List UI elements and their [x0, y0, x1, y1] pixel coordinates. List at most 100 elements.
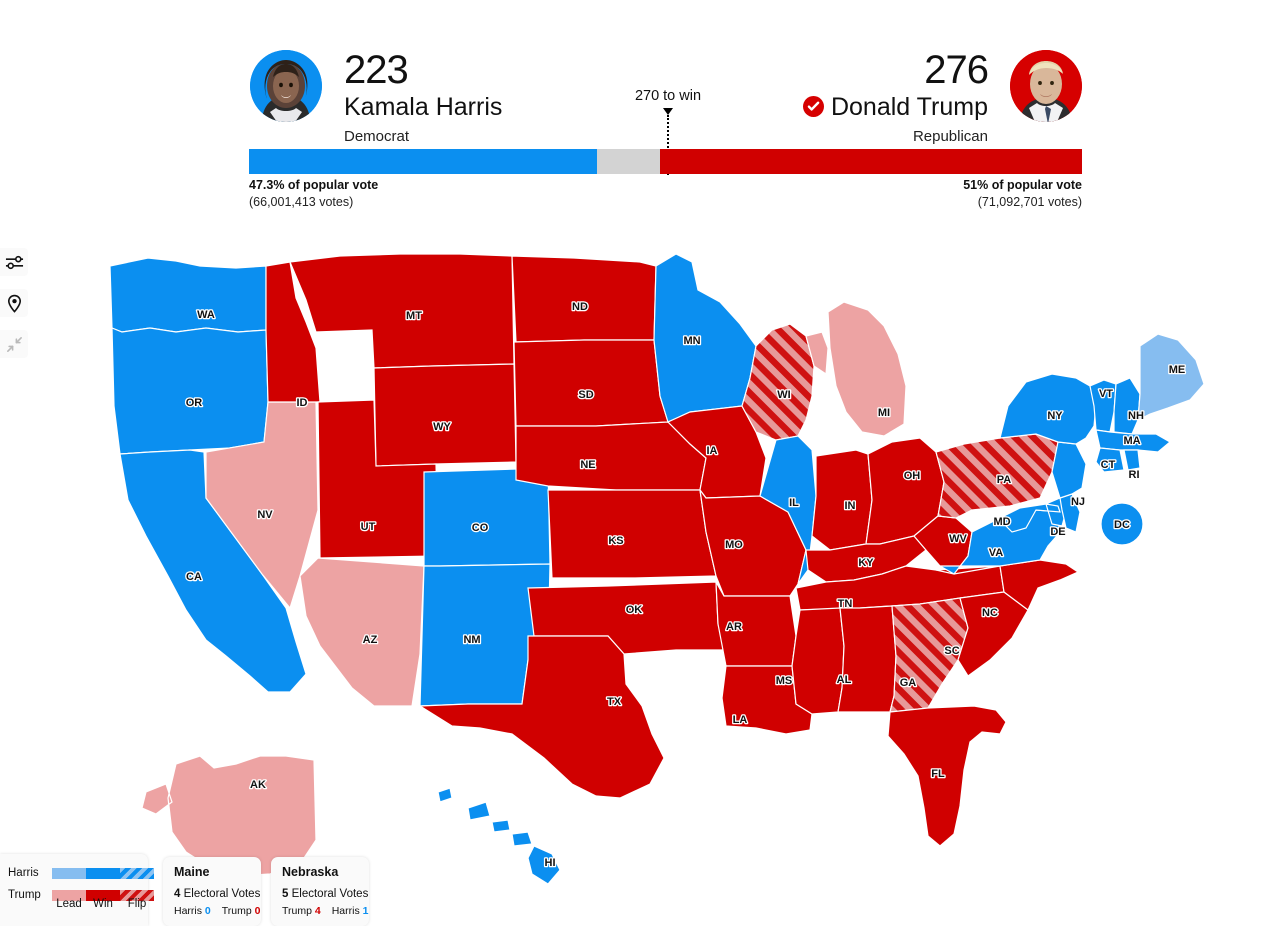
state-CT — [1095, 447, 1125, 473]
label-VA: VA — [989, 547, 1004, 559]
avatar-trump — [1010, 50, 1082, 122]
state-AK — [141, 755, 317, 877]
maine-ev-count: 4 — [174, 887, 181, 900]
label-NE: NE — [580, 459, 595, 471]
maine-split-trump-value: 0 — [254, 905, 261, 917]
label-MD: MD — [993, 516, 1010, 528]
label-NH: NH — [1128, 410, 1144, 422]
label-PA: PA — [997, 474, 1012, 486]
nebraska-ev-label: Electoral Votes — [291, 887, 369, 900]
electoral-vote-bar — [249, 149, 1082, 174]
label-SC: SC — [944, 645, 959, 657]
bar-segment-harris — [249, 149, 598, 174]
label-AK: AK — [250, 779, 266, 791]
trump-popular-pct: 51% of popular vote — [963, 178, 1082, 192]
label-NC: NC — [982, 607, 998, 619]
label-WA: WA — [197, 309, 215, 321]
trump-party: Republican — [912, 128, 988, 145]
legend-label-trump: Trump — [8, 889, 41, 901]
label-MA: MA — [1123, 435, 1140, 447]
label-OH: OH — [904, 470, 921, 482]
nebraska-split: Trump 4 Harris 1 — [282, 906, 368, 917]
state-labels-layer: WA OR CA NV ID MT WY UT CO AZ NM ND SD N… — [184, 300, 1186, 871]
states-layer — [109, 253, 1205, 885]
state-CA — [119, 449, 307, 693]
maine-electoral-votes: 4 Electoral Votes — [174, 887, 260, 901]
nebraska-split-harris-value: 1 — [362, 905, 369, 917]
label-WI: WI — [777, 389, 790, 401]
maine-ev-label: Electoral Votes — [183, 887, 261, 900]
maine-split: Harris 0 Trump 0 — [174, 906, 260, 917]
state-MN — [653, 253, 757, 423]
threshold-label: 270 to win — [634, 88, 702, 104]
candidate-harris: 223 Kamala Harris Democrat — [250, 50, 502, 144]
state-TX — [418, 635, 665, 799]
legend-row-harris: Harris — [8, 867, 154, 879]
legend-swatch-trump-win — [86, 889, 120, 901]
legend-tick-flip: Flip — [127, 898, 147, 910]
label-TN: TN — [838, 598, 853, 610]
label-GA: GA — [900, 677, 917, 689]
label-ND: ND — [572, 301, 588, 313]
trump-popular-votes: (71,092,701 votes) — [977, 194, 1082, 209]
state-GA — [889, 597, 969, 713]
label-VT: VT — [1099, 388, 1113, 400]
harris-name: Kamala Harris — [344, 93, 503, 121]
maine-split-harris: Harris 0 — [174, 906, 211, 917]
harris-popular-pct: 47.3% of popular vote — [249, 178, 379, 192]
location-pin-icon[interactable] — [0, 289, 28, 317]
label-IN: IN — [845, 500, 856, 512]
nebraska-electoral-votes: 5 Electoral Votes — [282, 888, 368, 901]
label-KS: KS — [608, 535, 623, 547]
state-IN — [811, 449, 873, 551]
label-DC: DC — [1114, 519, 1130, 531]
nebraska-split-harris: Harris 1 — [332, 906, 369, 917]
state-FL — [887, 705, 1007, 847]
nebraska-split-trump: Trump 4 — [282, 906, 321, 917]
collapse-arrows-icon[interactable] — [0, 330, 28, 358]
popular-vote-trump: 51% of popular vote (71,092,701 votes) — [963, 177, 1082, 211]
map-legend: Harris Trump Lead Win Flip — [0, 854, 154, 926]
label-CA: CA — [186, 571, 202, 583]
label-UT: UT — [361, 521, 376, 533]
label-DE: DE — [1050, 526, 1065, 538]
state-KY — [805, 535, 927, 583]
state-MI — [805, 301, 907, 437]
label-MS: MS — [776, 675, 793, 687]
state-NH — [1113, 377, 1141, 435]
election-result-header: 223 Kamala Harris Democrat 276 Donald Tr… — [0, 0, 1270, 215]
sliders-icon[interactable] — [0, 248, 28, 276]
label-FL: FL — [931, 768, 945, 780]
legend-swatch-trump-lead — [52, 889, 86, 901]
legend-swatch-harris-win — [86, 867, 120, 879]
state-WA — [109, 257, 267, 333]
trump-name: Donald Trump — [830, 93, 988, 121]
state-SD — [513, 339, 669, 427]
label-ME: ME — [1169, 364, 1186, 376]
state-ID — [265, 261, 321, 403]
threshold-triangle-icon — [663, 108, 673, 115]
label-IL: IL — [789, 497, 799, 509]
label-NJ: NJ — [1071, 496, 1085, 508]
nebraska-split-harris-name: Harris — [331, 905, 360, 917]
state-KS — [547, 489, 717, 579]
state-WY — [373, 363, 517, 467]
us-electoral-map[interactable]: WA OR CA NV ID MT WY UT CO AZ NM ND SD N… — [0, 236, 1270, 896]
label-SD: SD — [578, 389, 593, 401]
state-MS — [791, 607, 845, 715]
maine-split-harris-value: 0 — [204, 905, 211, 917]
label-CT: CT — [1101, 459, 1116, 471]
nebraska-title: Nebraska — [282, 865, 339, 879]
label-NY: NY — [1047, 410, 1063, 422]
legend-swatch-harris-lead — [52, 867, 86, 879]
legend-label-harris: Harris — [8, 867, 39, 879]
label-WY: WY — [433, 421, 451, 433]
maine-split-trump: Trump 0 — [222, 906, 261, 917]
district-card-maine[interactable]: Maine 4 Electoral Votes Harris 0 Trump 0 — [163, 857, 261, 926]
district-card-nebraska[interactable]: Nebraska 5 Electoral Votes Trump 4 Harri… — [271, 857, 369, 926]
legend-tick-win: Win — [93, 898, 113, 910]
state-RI — [1123, 449, 1141, 471]
legend-row-trump: Trump — [8, 889, 154, 901]
harris-electoral-votes: 223 — [344, 48, 409, 92]
threshold-dotted-line — [667, 115, 669, 175]
